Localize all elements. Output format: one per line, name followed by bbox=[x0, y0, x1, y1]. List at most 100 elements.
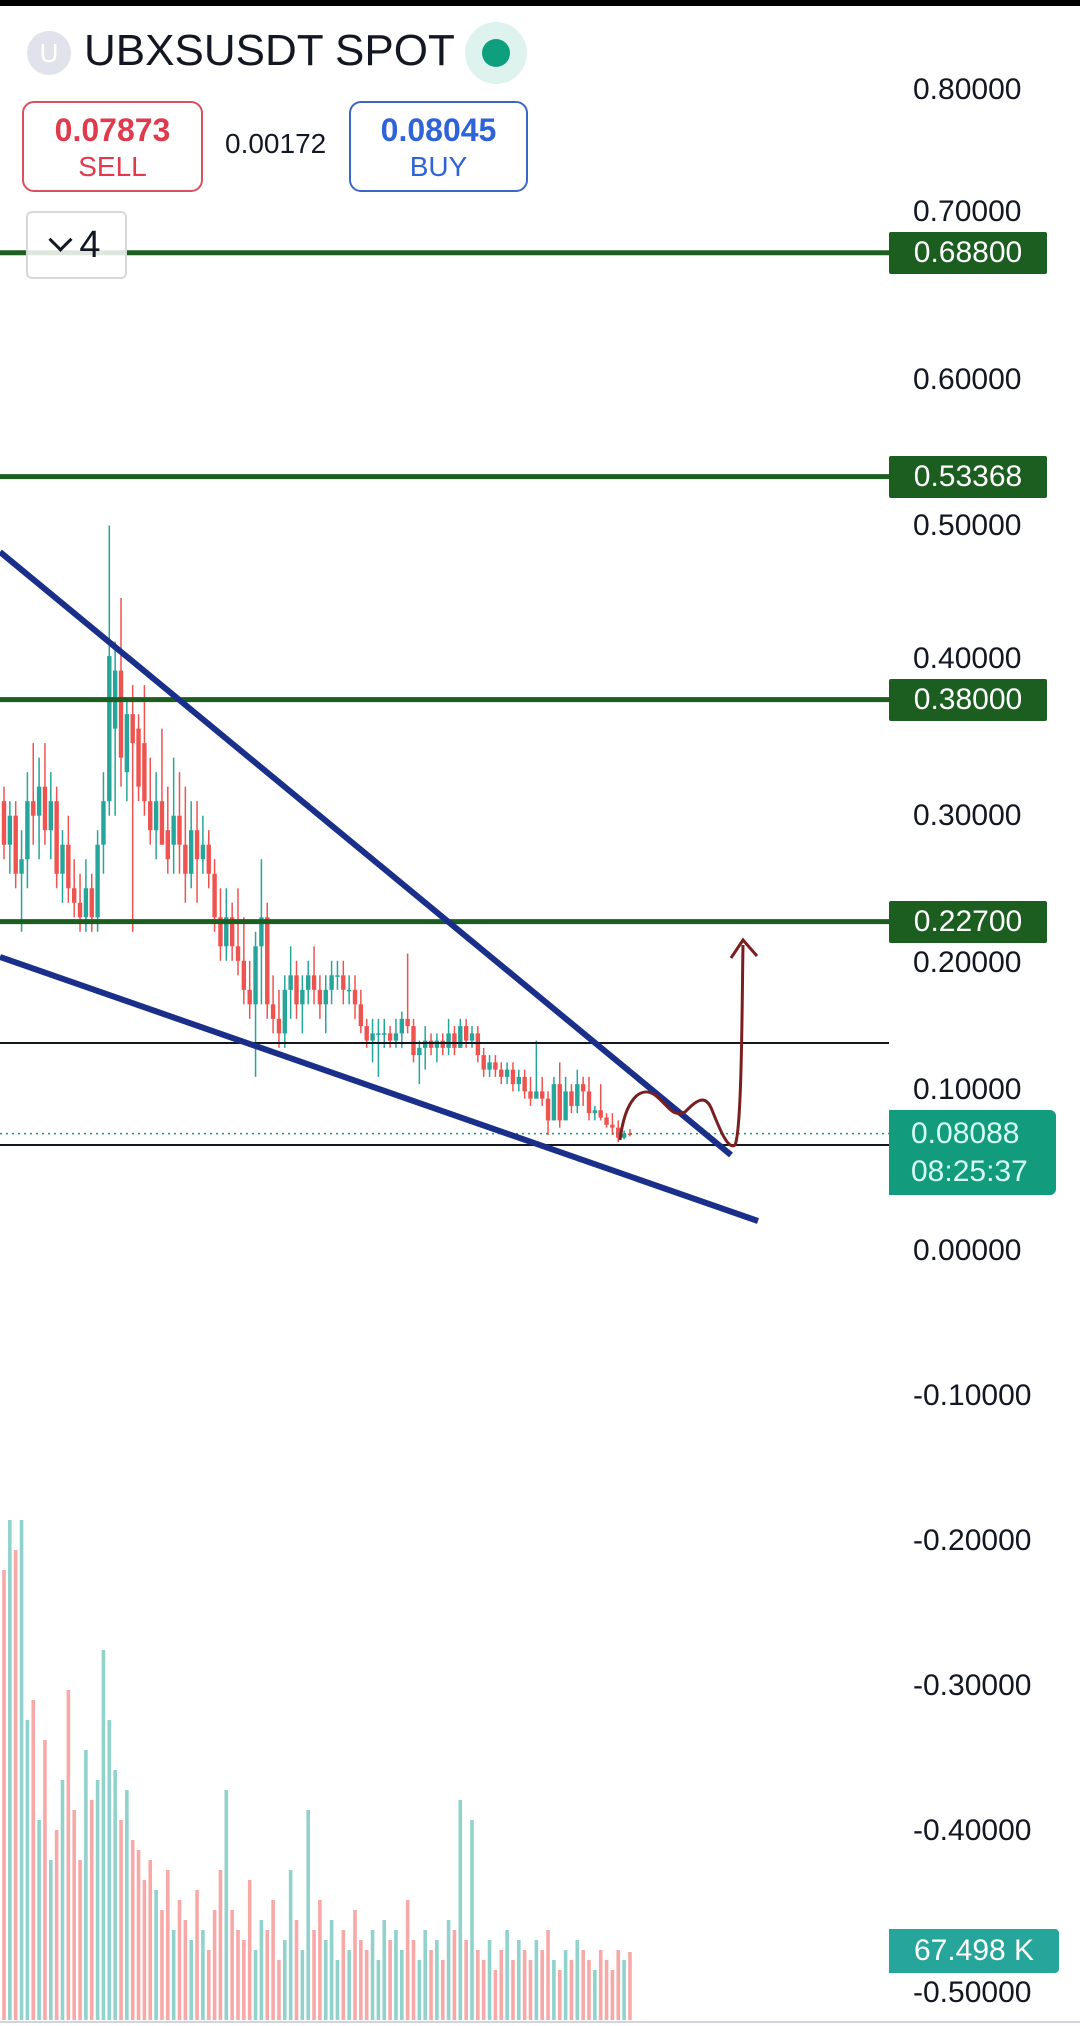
candle-body bbox=[604, 1117, 609, 1125]
volume-bar bbox=[499, 1950, 504, 2020]
buy-label: BUY bbox=[409, 150, 468, 182]
candle-body bbox=[118, 670, 124, 758]
volume-bar bbox=[89, 1800, 94, 2020]
candle-body bbox=[370, 1033, 375, 1041]
volume-bar bbox=[493, 1970, 498, 2020]
volume-bar bbox=[206, 1950, 211, 2020]
volume-bar bbox=[458, 1800, 463, 2020]
volume-bar bbox=[166, 1870, 170, 2020]
candle-body bbox=[545, 1098, 551, 1121]
candle-body bbox=[306, 975, 311, 990]
volume-bar bbox=[376, 1960, 381, 2020]
candle-body bbox=[142, 743, 147, 802]
level-price-tag[interactable]: 0.22700 bbox=[889, 900, 1047, 943]
volume-bar bbox=[201, 1930, 205, 2020]
volume-bar bbox=[259, 1920, 264, 2020]
candle-body bbox=[575, 1084, 580, 1106]
candle-body bbox=[487, 1062, 492, 1070]
candle-body bbox=[171, 815, 176, 845]
volume-bar bbox=[616, 1950, 621, 2020]
volume-bar bbox=[84, 1750, 88, 2020]
volume-bar bbox=[230, 1910, 234, 2020]
candle-body bbox=[399, 1018, 404, 1034]
candle-body bbox=[270, 1004, 276, 1019]
candles-layer bbox=[1, 525, 633, 1143]
candle-body bbox=[452, 1033, 457, 1048]
volume-bar bbox=[195, 1890, 199, 2020]
candle-body bbox=[212, 873, 217, 918]
volume-bar bbox=[511, 1960, 515, 2020]
price-axis-label: 0.30000 bbox=[913, 798, 1022, 832]
volume-bar bbox=[405, 1900, 410, 2020]
status-bar bbox=[0, 0, 1080, 6]
volume-bar bbox=[78, 1860, 82, 2020]
market-status-button[interactable] bbox=[465, 22, 527, 84]
volume-bar bbox=[306, 1810, 310, 2020]
candle-body bbox=[130, 714, 135, 744]
candle-body bbox=[153, 801, 159, 831]
volume-bar bbox=[470, 1820, 474, 2020]
volume-bar bbox=[183, 1920, 188, 2020]
volume-bar bbox=[66, 1690, 71, 2020]
candle-body bbox=[311, 975, 317, 990]
volume-layer bbox=[2, 1520, 632, 2020]
volume-bar bbox=[142, 1880, 147, 2020]
candle-body bbox=[276, 1018, 282, 1034]
volume-bar bbox=[130, 1840, 135, 2020]
candle-body bbox=[458, 1026, 463, 1048]
volume-bar bbox=[382, 1920, 387, 2020]
candle-body bbox=[417, 1047, 422, 1056]
price-axis-label: 0.60000 bbox=[913, 363, 1022, 397]
level-price-tag[interactable]: 0.38000 bbox=[889, 678, 1047, 721]
spread-value: 0.00172 bbox=[225, 128, 327, 159]
volume-bar bbox=[335, 1960, 340, 2020]
volume-tag: 67.498 K bbox=[889, 1929, 1059, 1973]
volume-bar bbox=[446, 1920, 451, 2020]
candle-body bbox=[218, 917, 223, 947]
candle-body bbox=[183, 844, 188, 874]
candle-body bbox=[229, 917, 235, 947]
volume-bar bbox=[113, 1770, 117, 2020]
candle-body bbox=[405, 1018, 410, 1027]
candle-body bbox=[7, 815, 13, 845]
candle-body bbox=[159, 801, 165, 845]
volume-bar bbox=[236, 1930, 240, 2020]
candle-body bbox=[13, 815, 18, 874]
candle-body bbox=[253, 946, 258, 1005]
volume-bar bbox=[528, 1960, 533, 2020]
candle-body bbox=[346, 989, 352, 992]
candle-body bbox=[224, 917, 229, 947]
buy-button[interactable]: 0.08045 BUY bbox=[349, 101, 528, 192]
candle-body bbox=[19, 859, 24, 874]
price-axis-label: -0.30000 bbox=[913, 1669, 1032, 1703]
level-price-tag[interactable]: 0.53368 bbox=[889, 455, 1047, 498]
candle-body bbox=[627, 1133, 633, 1135]
candle-body bbox=[481, 1055, 486, 1070]
candle-body bbox=[25, 801, 30, 860]
candle-body bbox=[434, 1040, 440, 1048]
volume-bar bbox=[557, 1970, 562, 2020]
symbol-title[interactable]: UBXSUSDT SPOT bbox=[84, 26, 455, 75]
indicators-toggle[interactable]: 4 bbox=[26, 211, 127, 279]
candle-body bbox=[241, 960, 247, 990]
volume-bar bbox=[177, 1900, 182, 2020]
bar-countdown: 08:25:37 bbox=[911, 1154, 1028, 1188]
candle-body bbox=[107, 656, 112, 802]
price-axis-label: 0.80000 bbox=[913, 73, 1022, 107]
volume-bar bbox=[13, 1550, 18, 2020]
volume-bar bbox=[370, 1930, 375, 2020]
price-axis-label: 0.10000 bbox=[913, 1073, 1022, 1106]
volume-bar bbox=[464, 1940, 468, 2020]
candle-body bbox=[247, 989, 252, 1005]
volume-bar bbox=[435, 1940, 439, 2020]
volume-bar bbox=[481, 1960, 486, 2020]
sell-label: SELL bbox=[78, 150, 147, 182]
volume-bar bbox=[265, 1930, 270, 2020]
sell-button[interactable]: 0.07873 SELL bbox=[22, 101, 203, 192]
candle-body bbox=[31, 801, 36, 816]
level-price-tag[interactable]: 0.68800 bbox=[889, 231, 1047, 274]
candle-body bbox=[352, 989, 358, 1005]
candle-body bbox=[563, 1091, 568, 1121]
trendline-upper bbox=[0, 549, 733, 1158]
